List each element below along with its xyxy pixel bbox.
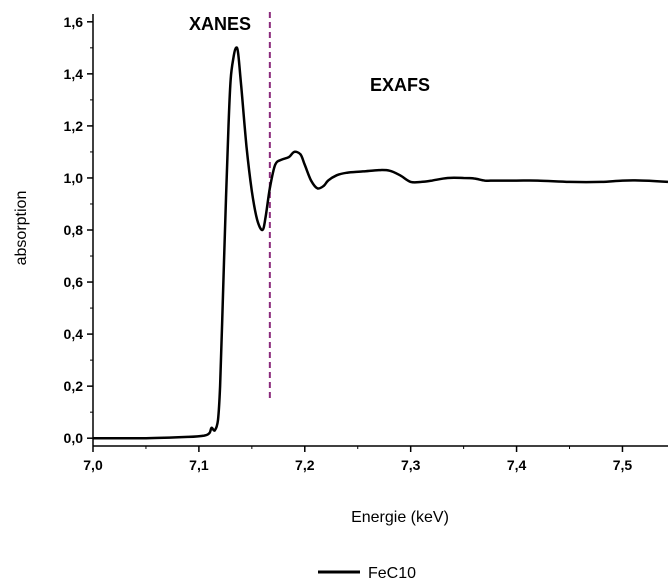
y-tick-label: 1,4 [64, 66, 84, 82]
x-tick-label: 7,1 [189, 457, 209, 473]
x-tick-label: 7,0 [83, 457, 103, 473]
y-tick-label: 1,0 [64, 170, 84, 186]
y-tick-label: 0,8 [64, 222, 84, 238]
legend: FeC10 [318, 565, 416, 580]
y-tick-label: 1,6 [64, 14, 84, 30]
y-tick-label: 1,2 [64, 118, 84, 134]
x-tick-label: 7,5 [613, 457, 633, 473]
y-axis: 0,0 0,2 0,4 0,6 0,8 1,0 1,2 1,4 1,6 [64, 14, 94, 446]
x-axis: 7,0 7,1 7,2 7,3 7,4 7,5 [83, 445, 668, 473]
x-axis-title: Energie (keV) [351, 509, 449, 526]
x-tick-label: 7,3 [401, 457, 421, 473]
y-tick-label: 0,0 [64, 430, 84, 446]
x-tick-label: 7,4 [507, 457, 527, 473]
x-tick-label: 7,2 [295, 457, 315, 473]
y-tick-label: 0,4 [64, 326, 84, 342]
exafs-label: EXAFS [370, 75, 430, 95]
y-axis-title: absorption [13, 191, 30, 266]
y-tick-label: 0,2 [64, 378, 84, 394]
legend-label-fec10: FeC10 [368, 565, 416, 580]
xanes-label: XANES [189, 14, 251, 34]
y-tick-label: 0,6 [64, 274, 84, 290]
series-line-fec10 [92, 46, 668, 440]
